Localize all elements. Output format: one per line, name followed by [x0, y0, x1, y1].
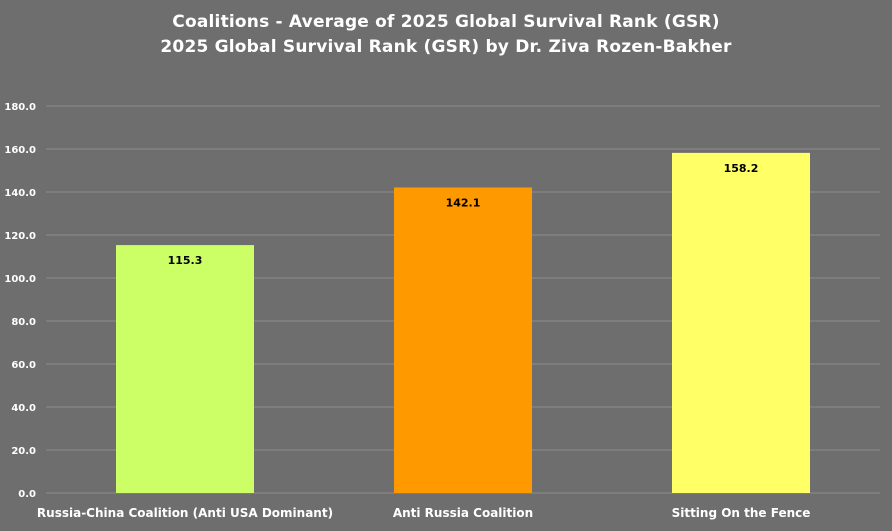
chart-subtitle: 2025 Global Survival Rank (GSR) by Dr. Z… [160, 37, 732, 57]
x-category-label: Anti Russia Coalition [393, 506, 533, 520]
x-category-label: Russia-China Coalition (Anti USA Dominan… [37, 506, 333, 520]
y-tick-label: 60.0 [11, 360, 36, 371]
bar [116, 245, 254, 493]
y-tick-label: 160.0 [4, 145, 36, 156]
bar [394, 187, 532, 494]
y-tick-label: 80.0 [11, 317, 36, 328]
y-tick-label: 20.0 [11, 446, 36, 457]
x-category-label: Sitting On the Fence [672, 506, 811, 520]
x-axis-category-labels: Russia-China Coalition (Anti USA Dominan… [37, 506, 810, 520]
y-tick-label: 180.0 [4, 102, 36, 113]
bar-value-label: 158.2 [724, 162, 759, 175]
y-tick-label: 100.0 [4, 274, 36, 285]
bar [672, 152, 810, 493]
chart-title: Coalitions - Average of 2025 Global Surv… [172, 12, 720, 32]
y-tick-label: 140.0 [4, 188, 36, 199]
bar-value-labels: 115.3 142.1 158.2 [168, 162, 759, 267]
bar-value-label: 115.3 [168, 254, 203, 267]
y-tick-label: 120.0 [4, 231, 36, 242]
bars [116, 152, 810, 494]
y-tick-label: 40.0 [11, 403, 36, 414]
chart-title-block: Coalitions - Average of 2025 Global Surv… [0, 10, 892, 60]
bar-value-label: 142.1 [446, 196, 481, 209]
y-tick-label: 0.0 [18, 489, 36, 500]
y-axis-tick-labels: 0.0 20.0 40.0 60.0 80.0 100.0 120.0 140.0 160.0 1… [4, 102, 36, 500]
